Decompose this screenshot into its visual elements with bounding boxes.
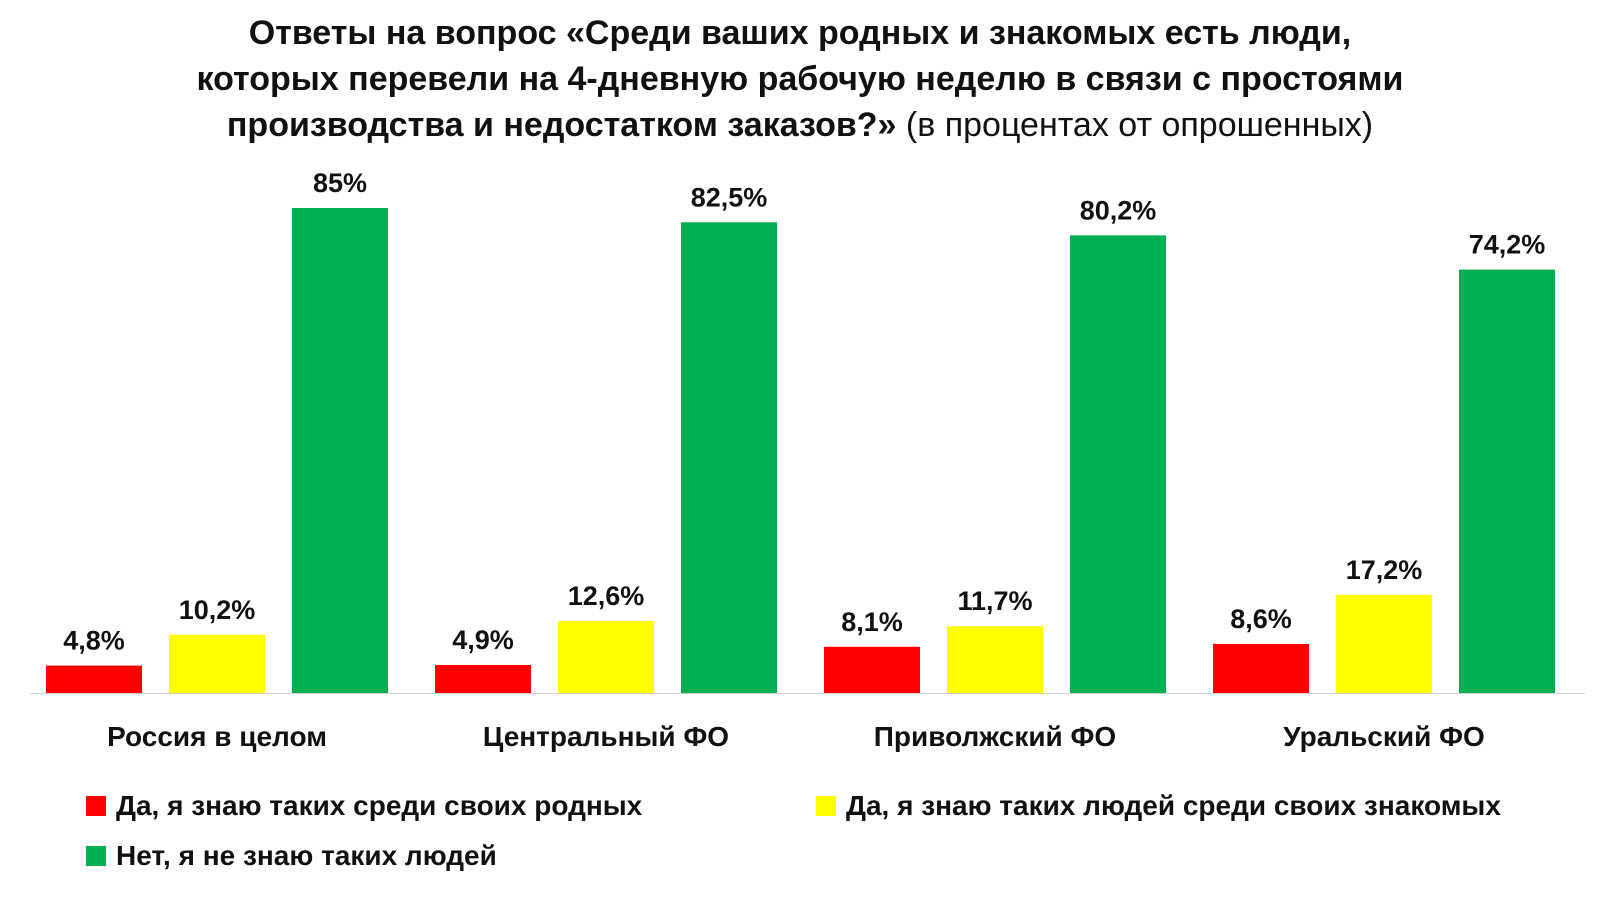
bar [558,621,654,693]
title-line-2: которых перевели на 4-дневную рабочую не… [196,60,1404,98]
bar [824,646,920,693]
data-label: 12,6% [568,581,645,611]
legend-swatch-green [86,846,106,866]
title-line-3-bold: производства и недостатком заказов?» [226,106,897,144]
bar [435,665,531,693]
category-label: Уральский ФО [1283,721,1485,752]
title-line-1: Ответы на вопрос «Среди ваших родных и з… [248,14,1352,52]
title-line-3: производства и недостатком заказов?» (в … [0,102,1600,148]
legend-label-acquaintances: Да, я знаю таких людей среди своих знако… [846,790,1501,821]
bar [1336,594,1432,693]
legend-swatch-red [86,796,106,816]
data-label: 80,2% [1080,195,1157,225]
legend-label-relatives: Да, я знаю таких среди своих родных [116,790,643,821]
legend-item-acquaintances: Да, я знаю таких людей среди своих знако… [816,790,1501,822]
legend-item-no: Нет, я не знаю таких людей [86,840,497,872]
bar [1459,269,1555,693]
legend-swatch-yellow [816,796,836,816]
category-label: Россия в целом [107,721,327,752]
bar [1213,643,1309,693]
data-label: 11,7% [957,586,1032,616]
bar [292,208,388,693]
bar [947,626,1043,693]
data-label: 8,6% [1230,604,1292,634]
legend-item-relatives: Да, я знаю таких среди своих родных [86,790,642,822]
chart-title: Ответы на вопрос «Среди ваших родных и з… [0,10,1600,148]
category-label: Приволжский ФО [874,721,1116,752]
bar [681,222,777,693]
data-label: 4,9% [452,625,514,655]
legend-label-no: Нет, я не знаю таких людей [116,840,497,871]
data-label: 4,8% [63,626,125,656]
data-label: 85% [313,168,367,198]
category-label: Центральный ФО [483,721,729,752]
data-label: 8,1% [841,607,903,637]
title-line-3-note: (в процентах от опрошенных) [905,106,1374,144]
data-label: 10,2% [179,595,256,625]
bar [169,634,265,693]
bar [46,665,142,693]
bar [1070,235,1166,693]
data-label: 74,2% [1469,230,1546,260]
data-label: 82,5% [691,182,768,212]
data-label: 17,2% [1346,555,1423,585]
